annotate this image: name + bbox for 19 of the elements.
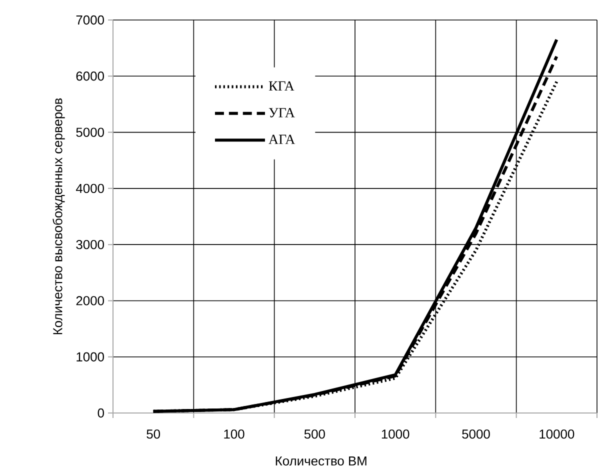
x-tick-label: 1000 xyxy=(382,430,410,439)
x-tick-label: 5000 xyxy=(462,430,490,439)
y-tick-label: 4000 xyxy=(76,184,104,194)
x-tick-label: 50 xyxy=(146,430,160,439)
y-tick-label: 0 xyxy=(98,408,104,418)
y-axis-title: Количество высвобожденных серверов xyxy=(52,98,65,334)
y-tick-label: 3000 xyxy=(76,240,104,250)
x-tick-label: 500 xyxy=(304,430,325,439)
y-tick-label: 1000 xyxy=(76,352,104,362)
legend-label: АГА xyxy=(268,134,296,144)
x-tick-label: 100 xyxy=(224,430,244,439)
y-tick-label: 7000 xyxy=(76,15,104,25)
legend-label: УГА xyxy=(268,108,295,118)
legend-label: КГА xyxy=(268,81,294,91)
y-tick-label: 5000 xyxy=(76,128,104,137)
x-tick-label: 10000 xyxy=(540,430,574,439)
x-axis-title: Количество ВМ xyxy=(276,456,366,466)
y-tick-label: 2000 xyxy=(76,296,104,306)
y-tick-label: 6000 xyxy=(76,72,104,81)
